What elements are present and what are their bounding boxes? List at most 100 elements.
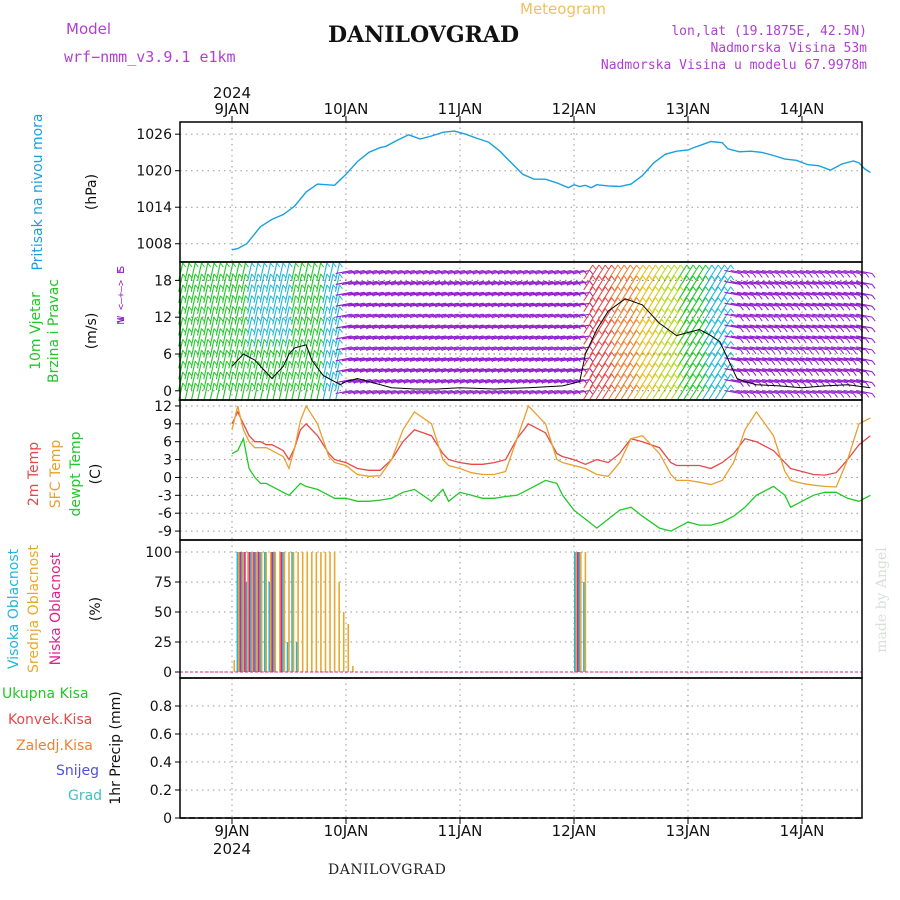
wind-barb-flag <box>213 349 218 355</box>
wind-barb <box>392 302 409 307</box>
wind-barb <box>259 317 265 336</box>
wind-barb <box>278 361 284 380</box>
wind-barb-flag <box>320 317 325 322</box>
wind-barb <box>608 373 619 389</box>
wind-barb-flag <box>238 262 243 268</box>
wind-barb <box>492 357 509 362</box>
ytick-label-temperature: -9 <box>158 524 172 540</box>
wind-barb <box>812 324 829 329</box>
wind-barb-flag <box>705 341 710 346</box>
wind-barb <box>328 295 334 314</box>
wind-barb <box>385 313 402 318</box>
bottom-day-label: 14JAN <box>780 822 825 840</box>
wind-barb <box>736 335 754 340</box>
wind-barb <box>583 384 594 400</box>
wind-barb <box>689 373 700 389</box>
wind-barb <box>761 269 779 275</box>
wind-barb <box>830 313 848 318</box>
wind-barb <box>780 357 797 362</box>
wind-barb-flag <box>592 286 597 292</box>
wind-barb-flag <box>827 316 832 322</box>
wind-barb <box>542 269 559 275</box>
wind-barb <box>379 269 396 275</box>
wind-barb <box>417 368 434 373</box>
wind-barb <box>614 297 625 313</box>
wind-barb <box>504 335 522 340</box>
wind-barb-flag <box>263 295 268 301</box>
wind-barb-flag <box>611 384 615 390</box>
wind-barb-flag <box>219 317 224 322</box>
wind-barb <box>749 368 766 373</box>
wind-barb-flag <box>661 373 666 379</box>
wind-barb-flag <box>783 284 788 289</box>
wind-barb <box>652 351 663 367</box>
wind-barb <box>805 324 823 329</box>
wind-barb-flag <box>276 273 281 279</box>
wind-barb-flag <box>244 295 249 301</box>
wind-barb-flag <box>339 284 343 290</box>
wind-barb <box>708 351 719 367</box>
wind-barb-flag <box>846 273 851 278</box>
wind-barb-flag <box>655 351 659 357</box>
wind-barb-flag <box>276 262 281 268</box>
wind-barb <box>633 297 644 313</box>
wind-barb-flag <box>232 328 237 333</box>
wind-barb <box>316 361 322 380</box>
wind-barb-flag <box>339 349 343 355</box>
wind-barb-flag <box>263 382 268 388</box>
wind-barb <box>787 313 804 318</box>
wind-barb-flag <box>692 362 697 368</box>
wind-barb <box>620 362 631 378</box>
wind-barb <box>523 389 540 395</box>
wind-barb <box>291 339 297 358</box>
wind-barb <box>614 264 625 280</box>
wind-barb-flag <box>740 305 744 311</box>
wind-barb-flag <box>326 284 331 290</box>
wind-barb <box>708 373 719 389</box>
wind-barb <box>583 362 594 378</box>
wind-barb <box>664 297 675 313</box>
wind-barb <box>602 330 613 345</box>
wind-barb <box>328 361 334 380</box>
wind-barb-flag <box>592 384 597 390</box>
wind-barb <box>423 346 440 351</box>
wind-barb <box>291 284 297 303</box>
wind-barb <box>486 346 503 351</box>
wind-barb-flag <box>288 295 293 301</box>
wind-barb-flag <box>740 360 744 366</box>
wind-barb-flag <box>636 341 641 346</box>
wind-barb <box>335 324 352 329</box>
precip-label: Snijeg <box>56 763 99 779</box>
wind-barb <box>461 291 478 296</box>
model-label: Model <box>66 20 112 38</box>
wind-barb <box>461 313 478 318</box>
wind-barb <box>498 346 515 351</box>
wind-barb-flag <box>802 273 807 278</box>
wind-barb <box>523 269 540 275</box>
wind-barb <box>410 302 428 307</box>
wind-barb <box>373 280 390 285</box>
wind-barb <box>677 384 688 400</box>
wind-barb-flag <box>865 371 870 376</box>
wind-barb <box>272 306 278 325</box>
wind-barb-flag <box>746 360 751 366</box>
wind-barb <box>561 313 578 318</box>
wind-barb <box>486 269 503 275</box>
wind-barb <box>203 306 209 325</box>
wind-barb <box>461 324 478 329</box>
wind-barb-flag <box>809 295 813 300</box>
wind-barb <box>410 280 428 285</box>
wind-barb-flag <box>288 273 293 279</box>
wind-barb-flag <box>219 306 224 311</box>
wind-barb <box>373 291 390 296</box>
wind-barb-flag <box>834 305 838 311</box>
wind-barb <box>259 328 265 347</box>
wind-barb <box>303 273 309 293</box>
wind-barb <box>714 264 725 280</box>
wind-barb <box>291 328 297 347</box>
wind-barb <box>721 308 732 323</box>
wind-barb-flag <box>686 373 691 379</box>
wind-barb-flag <box>661 264 666 270</box>
wind-barb-flag <box>226 273 230 279</box>
wind-barb <box>736 357 754 362</box>
